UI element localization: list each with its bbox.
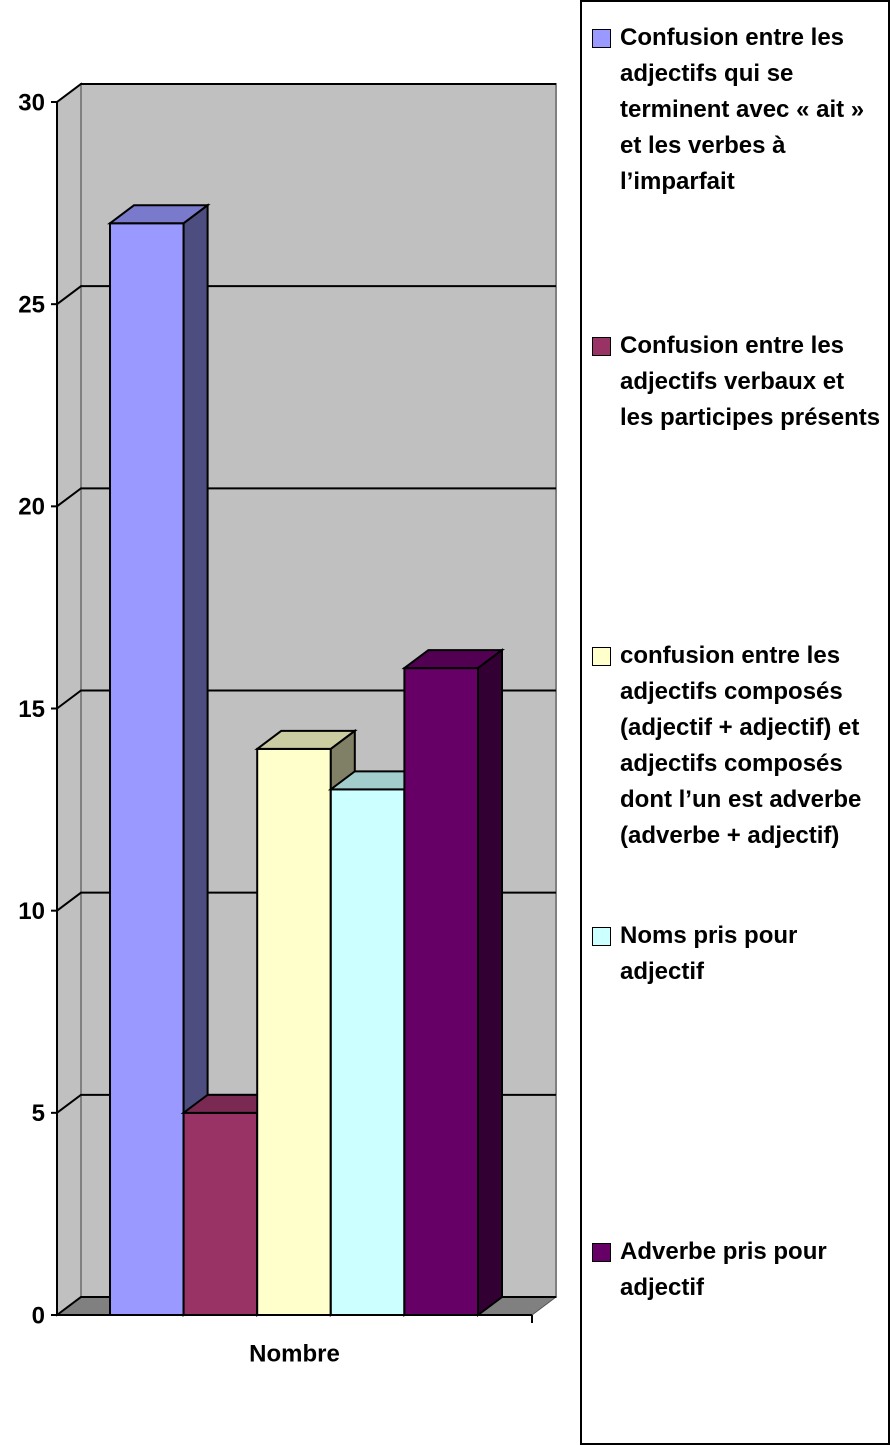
legend-label: Noms pris pour adjectif — [620, 922, 798, 985]
bar — [256, 747, 332, 1316]
legend-label: Confusion entre les adjectifs qui se ter… — [620, 24, 865, 195]
legend-entry: Confusion entre les adjectifs qui se ter… — [592, 20, 882, 200]
y-tick-label: 20 — [18, 494, 45, 521]
y-tick-label: 0 — [32, 1302, 45, 1329]
bar — [182, 1111, 259, 1317]
legend-label: Adverbe pris pour adjectif — [620, 1238, 827, 1301]
grid-line — [56, 487, 556, 508]
x-tick-label: Nombre — [249, 1340, 340, 1367]
legend-swatch — [592, 29, 611, 48]
legend: Confusion entre les adjectifs qui se ter… — [580, 0, 890, 1445]
bar — [403, 667, 479, 1316]
grid-line — [56, 285, 556, 305]
grid-line — [56, 83, 556, 103]
bar-side — [477, 648, 503, 1317]
bar — [109, 222, 185, 1316]
legend-entry: Confusion entre les adjectifs verbaux et… — [592, 328, 882, 436]
y-tick-label: 5 — [32, 1100, 45, 1127]
legend-swatch — [592, 337, 611, 356]
y-tick-label: 15 — [18, 696, 45, 723]
legend-entry: Noms pris pour adjectif — [592, 918, 882, 990]
y-tick-label: 10 — [18, 898, 45, 925]
y-tick-label: 30 — [18, 89, 45, 116]
legend-entry: Adverbe pris pour adjectif — [592, 1234, 882, 1306]
y-tick-label: 25 — [18, 292, 45, 319]
grid-line — [56, 689, 556, 710]
legend-swatch — [592, 1243, 611, 1262]
bar — [329, 788, 406, 1316]
legend-entry: confusion entre les adjectifs composés (… — [592, 638, 882, 854]
chart: 0 5 10 15 20 25 30 Nombre — [18, 82, 558, 1367]
legend-swatch — [592, 927, 611, 946]
legend-swatch — [592, 647, 611, 666]
legend-label: Confusion entre les adjectifs verbaux et… — [620, 332, 881, 431]
legend-label: confusion entre les adjectifs composés (… — [620, 642, 862, 849]
